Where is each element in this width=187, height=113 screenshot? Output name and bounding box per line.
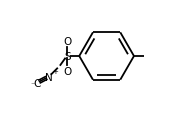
Text: O: O bbox=[63, 67, 71, 77]
Text: O: O bbox=[63, 36, 71, 46]
Text: N: N bbox=[45, 72, 53, 82]
Text: ⁻: ⁻ bbox=[30, 80, 35, 89]
Text: +: + bbox=[52, 69, 58, 75]
Text: S: S bbox=[64, 52, 71, 61]
Text: C: C bbox=[33, 78, 41, 88]
